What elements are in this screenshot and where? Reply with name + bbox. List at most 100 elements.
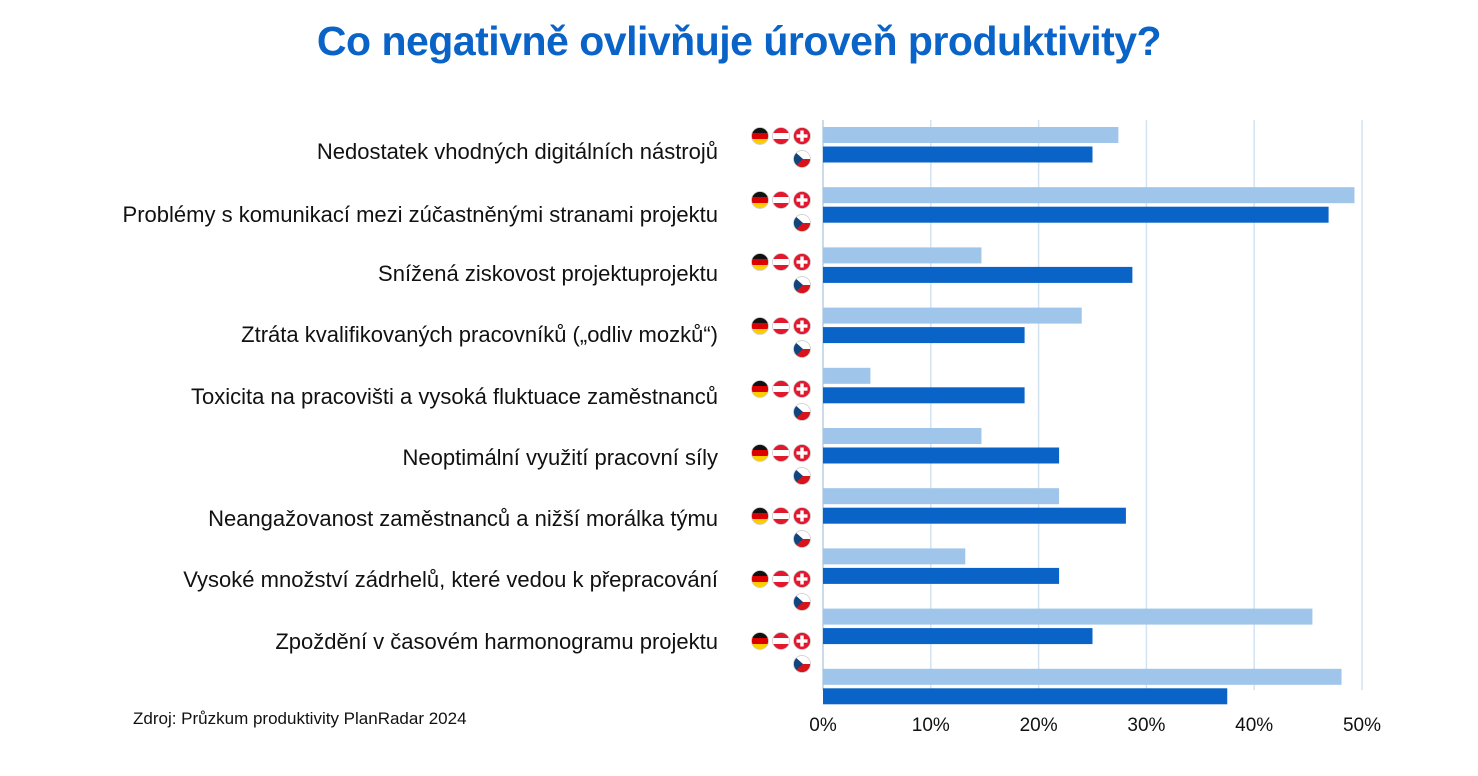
- flag-cross: [796, 639, 808, 643]
- flag-fill: [793, 317, 811, 335]
- flag-stripe: [751, 582, 769, 588]
- y-tick-label: Problémy s komunikací mezi zúčastněnými …: [122, 202, 718, 227]
- flag-border: [793, 444, 811, 462]
- flag-stripe: [751, 127, 769, 133]
- flag-stripe: [772, 450, 790, 456]
- flag-stripe: [793, 467, 811, 476]
- flag-stripe: [772, 444, 790, 450]
- flag-border: [772, 507, 790, 525]
- bar: [823, 548, 966, 565]
- y-tick-label: Neangažovanost zaměstnanců a nižší morál…: [208, 506, 718, 531]
- flag-fill: [772, 127, 790, 145]
- flag-stripe: [772, 380, 790, 386]
- flag-border: [772, 380, 790, 398]
- flag-icon: [793, 444, 811, 462]
- y-tick-label: Neoptimální využití pracovní síly: [402, 445, 718, 470]
- flag-icon: [793, 317, 811, 335]
- bar: [823, 668, 1342, 685]
- bar: [823, 367, 871, 384]
- bar: [823, 327, 1025, 344]
- flag-border: [793, 127, 811, 145]
- flag-stripe: [793, 602, 811, 611]
- flag-icon: [772, 253, 790, 271]
- flag-fill: [793, 276, 811, 294]
- flag-triangle: [793, 530, 803, 548]
- flag-icon: [772, 191, 790, 209]
- flag-stripe: [751, 513, 769, 519]
- flag-icon: [793, 632, 811, 650]
- flag-fill: [793, 570, 811, 588]
- flag-border: [772, 191, 790, 209]
- flag-stripe: [751, 632, 769, 638]
- flag-border: [751, 444, 769, 462]
- y-tick-label: Snížená ziskovost projektuprojektu: [378, 261, 718, 286]
- flag-cross: [796, 514, 808, 518]
- flag-fill: [772, 507, 790, 525]
- flag-cross: [796, 451, 808, 455]
- flag-border: [751, 507, 769, 525]
- flag-border: [751, 380, 769, 398]
- flag-border: [793, 276, 811, 294]
- y-tick-label: Toxicita na pracovišti a vysoká fluktuac…: [190, 384, 718, 409]
- flag-icon: [793, 593, 811, 611]
- flag-stripe: [772, 519, 790, 525]
- flag-icon: [772, 127, 790, 145]
- y-tick-label: Ztráta kvalifikovaných pracovníků („odli…: [241, 322, 718, 347]
- flag-triangle: [793, 340, 803, 358]
- flag-stripe: [751, 203, 769, 209]
- flag-fill: [793, 530, 811, 548]
- flag-border: [793, 467, 811, 485]
- bar: [823, 428, 982, 444]
- flag-triangle: [793, 403, 803, 421]
- flag-stripe: [751, 570, 769, 576]
- flag-stripe: [772, 191, 790, 197]
- flag-icon: [751, 253, 769, 271]
- flag-border: [751, 632, 769, 650]
- flag-stripe: [793, 214, 811, 223]
- flag-stripe: [751, 644, 769, 650]
- flag-icon: [751, 191, 769, 209]
- flag-fill: [793, 214, 811, 232]
- flag-stripe: [751, 197, 769, 203]
- flag-icon: [751, 507, 769, 525]
- flag-cross: [796, 134, 808, 138]
- flag-stripe: [751, 253, 769, 259]
- x-tick-label: 40%: [1235, 715, 1273, 736]
- flag-stripe: [772, 323, 790, 329]
- flag-stripe: [793, 476, 811, 485]
- flag-cross: [796, 577, 808, 581]
- flag-stripe: [751, 392, 769, 398]
- bar: [823, 206, 1329, 223]
- bar: [823, 146, 1093, 163]
- x-tick-label: 30%: [1127, 715, 1165, 736]
- flag-icon: [772, 570, 790, 588]
- flag-icon: [793, 191, 811, 209]
- flag-border: [793, 253, 811, 271]
- flag-icon: [793, 276, 811, 294]
- flag-stripe: [772, 259, 790, 265]
- flag-stripe: [772, 456, 790, 462]
- flag-border: [751, 253, 769, 271]
- flag-icon: [793, 127, 811, 145]
- bar: [823, 688, 1228, 705]
- flag-icon: [793, 214, 811, 232]
- flag-stripe: [751, 259, 769, 265]
- flag-fill: [793, 655, 811, 673]
- flag-stripe: [793, 403, 811, 412]
- flag-icon: [793, 467, 811, 485]
- flag-icon: [751, 632, 769, 650]
- flag-icon: [793, 253, 811, 271]
- flag-fill: [793, 593, 811, 611]
- flag-fill: [751, 632, 769, 650]
- flag-stripe: [751, 191, 769, 197]
- flag-border: [793, 632, 811, 650]
- flag-border: [793, 340, 811, 358]
- flag-icon: [793, 570, 811, 588]
- x-tick-label: 10%: [912, 715, 950, 736]
- flag-border: [751, 127, 769, 145]
- flag-border: [793, 150, 811, 168]
- flag-stripe: [751, 519, 769, 525]
- flag-stripe: [793, 276, 811, 285]
- flag-stripe: [772, 203, 790, 209]
